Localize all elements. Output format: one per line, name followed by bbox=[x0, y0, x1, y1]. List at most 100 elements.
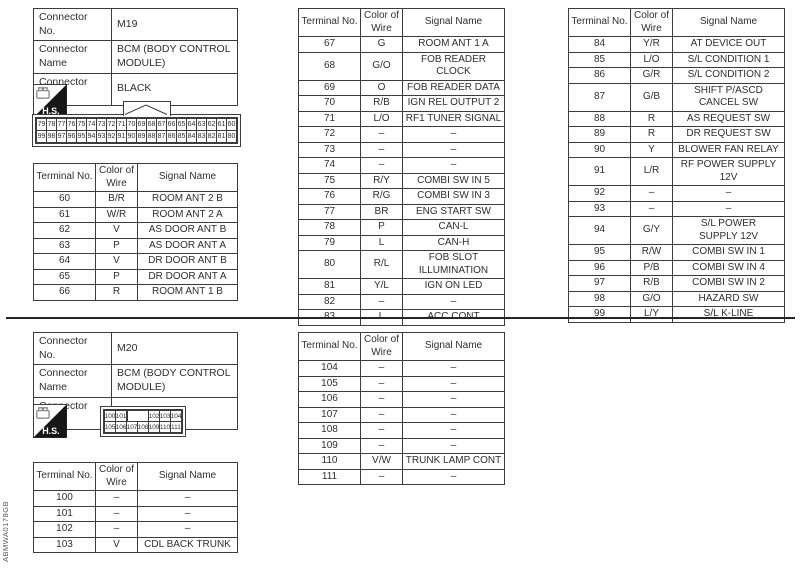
wire-color: L/Y bbox=[630, 306, 673, 323]
connector-info-label: Connector No. bbox=[33, 331, 112, 366]
terminal-row: 72 – – bbox=[298, 126, 505, 143]
terminal-no: 63 bbox=[33, 237, 96, 254]
terminal-no: 70 bbox=[298, 95, 361, 112]
terminal-row: 94 G/Y S/L POWER SUPPLY 12V bbox=[568, 216, 785, 245]
signal-name: RF1 TUNER SIGNAL bbox=[402, 110, 505, 127]
wire-color: P bbox=[360, 219, 403, 236]
terminal-no: 93 bbox=[568, 200, 631, 217]
signal-name: FOB SLOT ILLUMINATION bbox=[402, 250, 505, 279]
signal-name: ROOM ANT 2 B bbox=[137, 191, 238, 208]
wire-color: – bbox=[360, 437, 403, 454]
terminal-row: 73 – – bbox=[298, 141, 505, 158]
terminal-no: 108 bbox=[298, 422, 361, 439]
terminal-no: 94 bbox=[568, 216, 631, 245]
signal-name: S/L CONDITION 1 bbox=[672, 51, 785, 68]
signal-name: FOB READER DATA bbox=[402, 79, 505, 96]
table-header-row: Terminal No. Color of Wire Signal Name bbox=[298, 8, 505, 37]
signal-name: TRUNK LAMP CONT bbox=[402, 453, 505, 470]
col-color-of-wire: Color of Wire bbox=[360, 332, 403, 361]
col-terminal-no: Terminal No. bbox=[33, 163, 96, 192]
terminal-row: 99 L/Y S/L K-LINE bbox=[568, 306, 785, 323]
connector-info-row: Connector No. M20 bbox=[33, 331, 238, 366]
wire-color: – bbox=[95, 521, 138, 538]
terminal-no: 66 bbox=[33, 284, 96, 301]
signal-name: CDL BACK TRUNK bbox=[137, 536, 238, 553]
pin-number: 80 bbox=[226, 130, 237, 143]
terminal-no: 78 bbox=[298, 219, 361, 236]
signal-name: – bbox=[137, 490, 238, 507]
terminal-no: 65 bbox=[33, 268, 96, 285]
terminal-row: 87 G/B SHIFT P/ASCD CANCEL SW bbox=[568, 82, 785, 112]
m19-terminal-table-left: Terminal No. Color of Wire Signal Name 6… bbox=[33, 163, 238, 301]
hs-label: H.S. bbox=[42, 426, 59, 436]
signal-name: – bbox=[672, 200, 785, 217]
wire-color: G/B bbox=[630, 82, 673, 112]
terminal-no: 60 bbox=[33, 191, 96, 208]
signal-name: HAZARD SW bbox=[672, 290, 785, 307]
terminal-row: 90 Y BLOWER FAN RELAY bbox=[568, 141, 785, 158]
terminal-no: 104 bbox=[298, 360, 361, 377]
wire-color: V bbox=[95, 222, 138, 239]
terminal-no: 105 bbox=[298, 375, 361, 392]
terminal-no: 69 bbox=[298, 79, 361, 96]
hs-label: H.S. bbox=[42, 106, 59, 116]
wire-color: W/R bbox=[95, 206, 138, 223]
wire-color: P bbox=[95, 268, 138, 285]
terminal-row: 105 – – bbox=[298, 375, 505, 392]
m19-connector-body: 79 78 77 76 75 74 73 72 71 70 69 68 67 66 65 64 63 62 61 60… bbox=[32, 114, 241, 147]
wire-color: O bbox=[360, 79, 403, 96]
wire-color: – bbox=[360, 391, 403, 408]
terminal-row: 107 – – bbox=[298, 406, 505, 423]
terminal-row: 110 V/W TRUNK LAMP CONT bbox=[298, 453, 505, 470]
signal-name: – bbox=[672, 185, 785, 202]
m19-pin-grid: 79 78 77 76 75 74 73 72 71 70 69 68 67 66 65 64 63 62 61 60… bbox=[35, 117, 238, 144]
col-color-of-wire: Color of Wire bbox=[630, 8, 673, 37]
hs-icon: H.S. bbox=[33, 84, 67, 118]
m20-pin-grid: 100 101 102 103 104 105 106 107 108 109 110 111 bbox=[103, 409, 183, 434]
connector-info-row: Connector Name BCM (BODY CONTROL MODULE) bbox=[33, 40, 238, 74]
col-terminal-no: Terminal No. bbox=[33, 462, 96, 491]
m20-terminal-table-left: Terminal No. Color of Wire Signal Name 1… bbox=[33, 462, 238, 553]
terminal-no: 96 bbox=[568, 259, 631, 276]
terminal-row: 68 G/O FOB READER CLOCK bbox=[298, 51, 505, 81]
terminal-row: 76 R/G COMBI SW IN 3 bbox=[298, 188, 505, 205]
terminal-no: 84 bbox=[568, 36, 631, 53]
wire-color: P bbox=[95, 237, 138, 254]
wire-color: V bbox=[95, 253, 138, 270]
signal-name: AS DOOR ANT A bbox=[137, 237, 238, 254]
terminal-no: 86 bbox=[568, 67, 631, 84]
terminal-row: 67 G ROOM ANT 1 A bbox=[298, 36, 505, 53]
signal-name: DR DOOR ANT A bbox=[137, 268, 238, 285]
terminal-no: 99 bbox=[568, 306, 631, 323]
signal-name: S/L CONDITION 2 bbox=[672, 67, 785, 84]
terminal-row: 86 G/R S/L CONDITION 2 bbox=[568, 67, 785, 84]
col-signal-name: Signal Name bbox=[137, 462, 238, 491]
wire-color: B/R bbox=[95, 191, 138, 208]
signal-name: – bbox=[402, 422, 505, 439]
col-terminal-no: Terminal No. bbox=[568, 8, 631, 37]
wire-color: Y bbox=[630, 141, 673, 158]
wire-color: G/Y bbox=[630, 216, 673, 245]
signal-name: IGN ON LED bbox=[402, 278, 505, 295]
signal-name: – bbox=[402, 437, 505, 454]
table-header-row: Terminal No. Color of Wire Signal Name bbox=[33, 462, 238, 491]
terminal-no: 71 bbox=[298, 110, 361, 127]
signal-name: AT DEVICE OUT bbox=[672, 36, 785, 53]
wire-color: – bbox=[630, 185, 673, 202]
wire-color: L bbox=[360, 234, 403, 251]
wire-color: V bbox=[95, 536, 138, 553]
signal-name: IGN REL OUTPUT 2 bbox=[402, 95, 505, 112]
terminal-row: 61 W/R ROOM ANT 2 A bbox=[33, 206, 238, 223]
connector-info-value: BCM (BODY CONTROL MODULE) bbox=[111, 364, 238, 398]
terminal-row: 98 G/O HAZARD SW bbox=[568, 290, 785, 307]
terminal-row: 78 P CAN-L bbox=[298, 219, 505, 236]
terminal-no: 95 bbox=[568, 244, 631, 261]
signal-name: S/L K-LINE bbox=[672, 306, 785, 323]
terminal-row: 64 V DR DOOR ANT B bbox=[33, 253, 238, 270]
table-header-row: Terminal No. Color of Wire Signal Name bbox=[298, 332, 505, 361]
signal-name: COMBI SW IN 1 bbox=[672, 244, 785, 261]
signal-name: RF POWER SUPPLY 12V bbox=[672, 157, 785, 186]
m20-pins-top-left: 100 101 bbox=[104, 410, 127, 422]
m19-connector-latch-tab bbox=[123, 101, 171, 116]
connector-info-value: M19 bbox=[111, 7, 238, 42]
